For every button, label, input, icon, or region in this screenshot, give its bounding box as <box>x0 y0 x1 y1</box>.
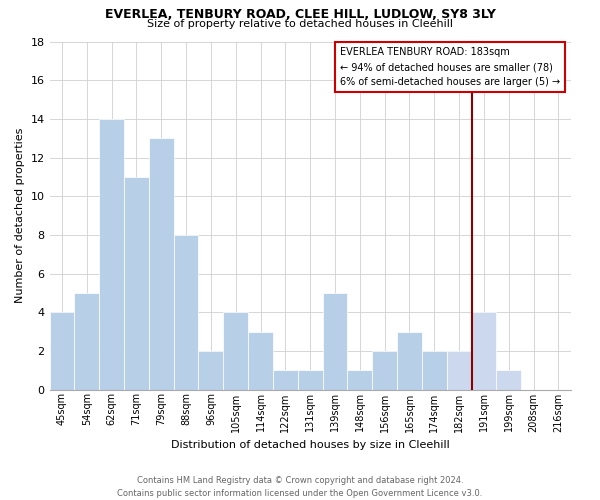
Bar <box>99 119 124 390</box>
Text: Size of property relative to detached houses in Cleehill: Size of property relative to detached ho… <box>147 19 453 29</box>
Text: EVERLEA, TENBURY ROAD, CLEE HILL, LUDLOW, SY8 3LY: EVERLEA, TENBURY ROAD, CLEE HILL, LUDLOW… <box>104 8 496 20</box>
Bar <box>50 312 74 390</box>
Bar <box>298 370 323 390</box>
Bar <box>223 312 248 390</box>
Bar <box>347 370 372 390</box>
Bar <box>248 332 273 390</box>
Bar <box>397 332 422 390</box>
Bar <box>446 351 472 390</box>
Bar <box>372 351 397 390</box>
Bar <box>74 293 99 390</box>
Text: EVERLEA TENBURY ROAD: 183sqm
← 94% of detached houses are smaller (78)
6% of sem: EVERLEA TENBURY ROAD: 183sqm ← 94% of de… <box>340 48 560 87</box>
Bar <box>273 370 298 390</box>
Text: Contains HM Land Registry data © Crown copyright and database right 2024.
Contai: Contains HM Land Registry data © Crown c… <box>118 476 482 498</box>
Bar <box>173 235 199 390</box>
Bar <box>496 370 521 390</box>
Bar <box>149 138 173 390</box>
X-axis label: Distribution of detached houses by size in Cleehill: Distribution of detached houses by size … <box>171 440 449 450</box>
Bar <box>124 177 149 390</box>
Bar <box>323 293 347 390</box>
Y-axis label: Number of detached properties: Number of detached properties <box>15 128 25 303</box>
Bar <box>422 351 446 390</box>
Bar <box>199 351 223 390</box>
Bar <box>472 312 496 390</box>
